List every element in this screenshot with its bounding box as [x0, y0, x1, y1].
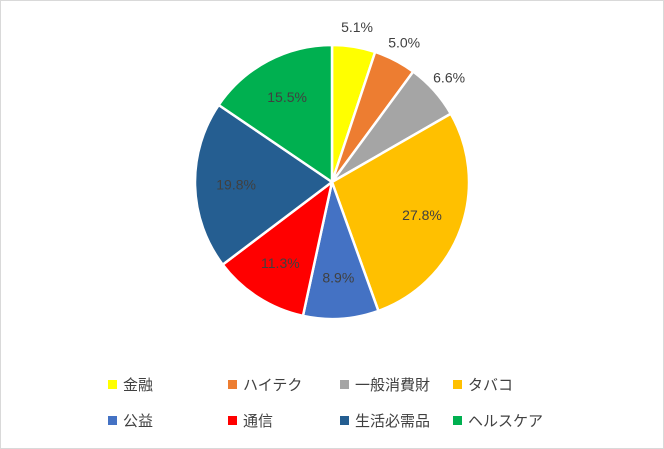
data-label-utilities: 8.9% — [322, 270, 354, 286]
data-label-consumer-staples: 19.8% — [216, 176, 256, 192]
data-label-tobacco: 27.8% — [402, 207, 442, 223]
pie-slice-telecom — [221, 180, 334, 318]
pie-slice-tobacco — [330, 112, 471, 313]
data-label-consumer-discretionary: 6.6% — [433, 69, 465, 85]
data-label-hightech: 5.0% — [388, 35, 420, 51]
pie-slice-healthcare — [217, 43, 334, 184]
data-label-telecom: 11.3% — [261, 255, 300, 271]
data-label-finance: 5.1% — [341, 19, 373, 35]
pie-slice-consumer-staples — [193, 103, 334, 266]
data-label-healthcare: 15.5% — [267, 89, 307, 105]
